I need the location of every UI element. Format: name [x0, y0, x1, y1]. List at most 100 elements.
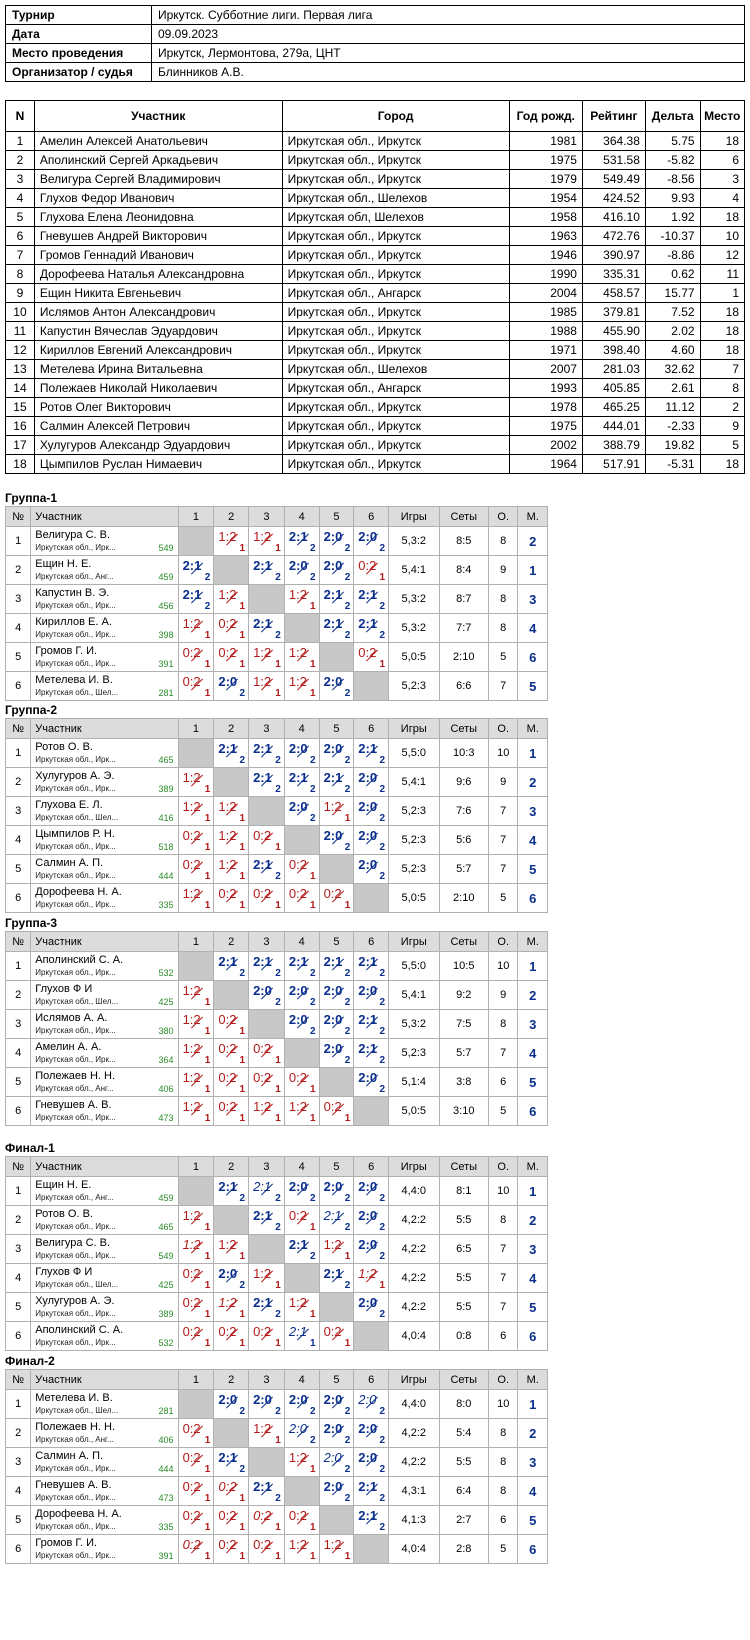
match-score-box: 2:1 1: [285, 1322, 319, 1350]
participant-cell: 1946: [508, 245, 583, 265]
group-col-header: 1: [177, 1156, 215, 1177]
match-points: 1: [204, 1493, 211, 1504]
participant-cell: 4.60: [644, 340, 701, 360]
match-result: 2:0 2: [353, 1234, 390, 1264]
player-cell: Полежаев Н. Н. Иркутская обл., Анг... 406: [30, 1067, 179, 1097]
games-cell: 4,3:1: [388, 1476, 440, 1506]
player-region: Иркутская обл., Анг...: [35, 1083, 114, 1093]
match-score: 2:0: [218, 1266, 238, 1281]
match-result: 1:2 1: [213, 1292, 250, 1322]
match-score-box: 1:2 1: [214, 1293, 248, 1321]
games-cell: 4,4:0: [388, 1389, 440, 1419]
participant-cell: 1981: [508, 131, 583, 151]
group-section: Финал-2 № Участник 1 2 3 4 5 6 Игры Сеты О. М. 1 Метел…: [4, 1353, 548, 1564]
match-score: 2:1: [358, 1479, 378, 1494]
participant-cell: 10: [699, 226, 746, 246]
match-points: 1: [275, 1113, 281, 1124]
group-header-row: № Участник 1 2 3 4 5 6 Игры Сеты О. М.: [4, 506, 548, 527]
participants-col-header: Дельта: [644, 100, 701, 132]
games-cell: 5,5:0: [388, 738, 440, 768]
match-result: 0:2 1: [213, 1321, 250, 1351]
self-cell: [353, 671, 390, 701]
participant-cell: 416.10: [581, 207, 646, 227]
match-score-box: 2:0 2: [320, 672, 354, 700]
points-cell: 10: [487, 951, 519, 981]
group-row: 2 Хулугуров А. Э. Иркутская обл., Ирк... 38…: [4, 767, 548, 797]
match-result: 1:2 1: [177, 1009, 215, 1039]
sets-cell: 5:5: [438, 1292, 489, 1322]
match-points: 1: [204, 1084, 211, 1095]
player-name: Амелин А. А.: [35, 1040, 102, 1053]
row-number: 4: [4, 1476, 32, 1506]
row-number: 5: [4, 1292, 32, 1322]
player-name: Ротов О. В.: [35, 740, 93, 753]
match-score-box: 0:2 1: [249, 826, 284, 854]
participant-cell: 455.90: [581, 321, 646, 341]
match-score-box: 0:2 1: [249, 1322, 284, 1350]
match-result: 2:0 2: [318, 526, 355, 556]
participant-cell: 517.91: [581, 454, 646, 474]
row-number: 6: [4, 1096, 32, 1126]
row-number: 3: [4, 1447, 32, 1477]
match-score-box: 2:1 2: [214, 739, 248, 767]
match-result: 1:2 1: [213, 584, 250, 614]
participant-cell: Иркутская обл., Шелехов: [281, 188, 510, 208]
match-points: 2: [344, 784, 351, 795]
row-number: 5: [4, 1505, 32, 1535]
group-row: 1 Метелева И. В. Иркутская обл., Шел... 281…: [4, 1389, 548, 1419]
group-col-header: 3: [248, 718, 285, 739]
info-value: Иркутск, Лермонтова, 279а, ЦНТ: [151, 43, 745, 63]
participant-cell: Полежаев Николай Николаевич: [33, 378, 283, 398]
match-result: 1:2 1: [213, 526, 250, 556]
row-number: 5: [4, 854, 32, 884]
participant-cell: 12: [699, 245, 746, 265]
player-cell: Дорофеева Н. А. Иркутская обл., Ирк... 335: [30, 883, 179, 913]
player-cell: Глухов Ф И Иркутская обл., Шел... 425: [30, 1263, 179, 1293]
match-points: 2: [344, 1280, 351, 1291]
place-cell: 6: [517, 1321, 548, 1351]
player-rating: 406: [158, 1084, 174, 1094]
match-score-box: 2:0 2: [354, 768, 388, 796]
games-cell: 5,0:5: [388, 642, 440, 672]
player-cell: Дорофеева Н. А. Иркутская обл., Ирк... 335: [30, 1505, 179, 1535]
match-result: 2:0 2: [353, 526, 390, 556]
place-cell: 5: [517, 1067, 548, 1097]
group-row: 2 Глухов Ф И Иркутская обл., Шел... 425 1:2 1…: [4, 980, 548, 1010]
match-points: 1: [204, 1026, 211, 1037]
match-score-box: 2:1 2: [214, 1448, 248, 1476]
match-points: 2: [344, 968, 351, 979]
participant-cell: 281.03: [581, 359, 646, 379]
points-cell: 7: [487, 1038, 519, 1068]
participant-cell: Иркутская обл., Шелехов: [281, 359, 510, 379]
self-cell: [213, 555, 250, 585]
match-points: 1: [239, 601, 246, 612]
match-result: 1:2 1: [213, 796, 250, 826]
participant-cell: Иркутская обл., Иркутск: [281, 340, 510, 360]
group-col-header: Участник: [30, 506, 179, 527]
match-score-box: 2:0 2: [214, 1264, 248, 1292]
participant-cell: 8: [5, 264, 35, 284]
participant-cell: -8.56: [644, 169, 701, 189]
match-points: 2: [344, 601, 351, 612]
self-cell: [177, 951, 215, 981]
match-score-box: 2:0 2: [354, 1419, 388, 1447]
match-score: 2:1: [358, 1012, 378, 1027]
match-result: 2:0 2: [353, 1292, 390, 1322]
games-cell: 4,2:2: [388, 1447, 440, 1477]
games-cell: 5,4:1: [388, 767, 440, 797]
player-name: Дорофеева Н. А.: [35, 1507, 122, 1520]
match-points: 1: [275, 1551, 281, 1562]
participant-cell: Иркутская обл., Иркутск: [281, 416, 510, 436]
player-rating: 444: [158, 1464, 174, 1474]
match-points: 2: [310, 968, 316, 979]
participant-cell: Ещин Никита Евгеньевич: [33, 283, 283, 303]
match-points: 2: [379, 1435, 386, 1446]
match-result: 2:0 2: [318, 1038, 355, 1068]
match-points: 2: [275, 1309, 281, 1320]
match-points: 1: [204, 1551, 211, 1562]
match-score-box: 2:1 2: [285, 768, 319, 796]
match-result: 0:2 1: [213, 1009, 250, 1039]
match-score-box: 1:2 1: [285, 1097, 319, 1125]
match-points: 2: [344, 1435, 351, 1446]
place-cell: 1: [517, 1389, 548, 1419]
